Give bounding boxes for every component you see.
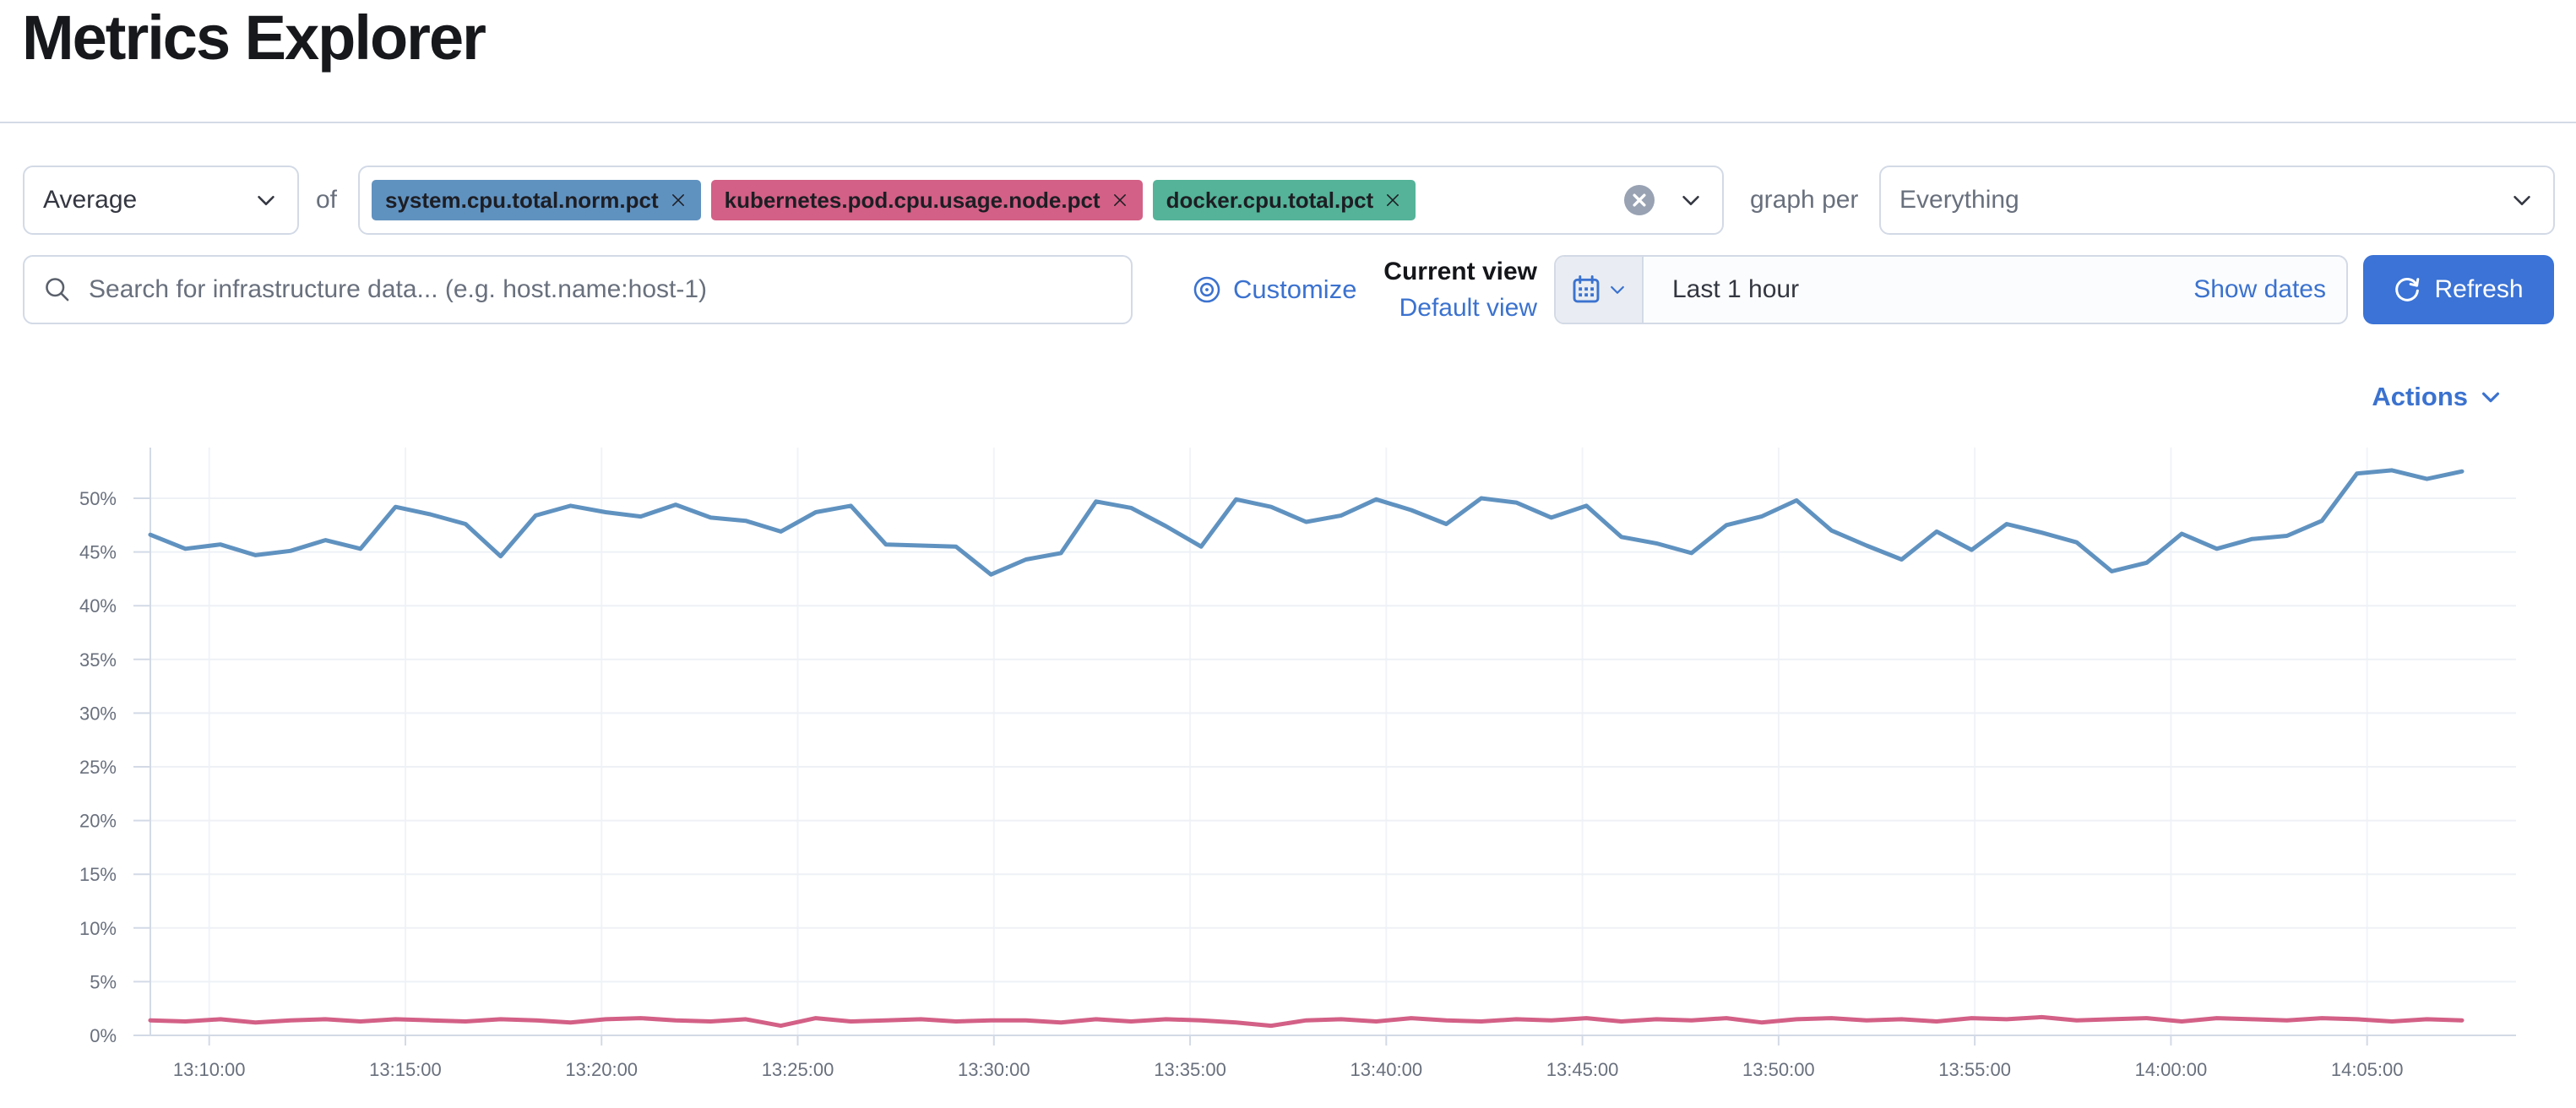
calendar-icon xyxy=(1571,274,1601,305)
date-picker-calendar-button[interactable] xyxy=(1556,257,1644,323)
remove-metric-icon[interactable] xyxy=(669,191,687,209)
clear-circle-icon xyxy=(1624,185,1655,215)
of-label: of xyxy=(316,186,338,214)
search-input[interactable] xyxy=(87,274,1112,305)
svg-text:13:15:00: 13:15:00 xyxy=(369,1059,442,1080)
svg-text:13:40:00: 13:40:00 xyxy=(1350,1059,1422,1080)
aggregation-select[interactable]: Average xyxy=(23,166,299,235)
svg-text:35%: 35% xyxy=(79,649,117,671)
date-picker: Last 1 hour Show dates xyxy=(1554,255,2348,324)
metric-badge-docker-cpu[interactable]: docker.cpu.total.pct xyxy=(1152,180,1416,220)
metric-badge-label: kubernetes.pod.cpu.usage.node.pct xyxy=(724,187,1101,213)
svg-text:13:25:00: 13:25:00 xyxy=(762,1059,834,1080)
actions-label: Actions xyxy=(2372,382,2468,411)
time-range-label: Last 1 hour xyxy=(1672,275,1800,303)
metrics-combo-box[interactable]: system.cpu.total.norm.pct kubernetes.pod… xyxy=(358,166,1724,235)
svg-text:13:30:00: 13:30:00 xyxy=(958,1059,1030,1080)
metric-badge-label: docker.cpu.total.pct xyxy=(1166,187,1374,213)
svg-text:25%: 25% xyxy=(79,757,117,778)
svg-text:15%: 15% xyxy=(79,864,117,885)
metric-badge-kubernetes-pod-cpu[interactable]: kubernetes.pod.cpu.usage.node.pct xyxy=(710,180,1143,220)
clear-metrics-button[interactable] xyxy=(1624,185,1655,215)
header-divider xyxy=(0,122,2576,123)
page-title: Metrics Explorer xyxy=(22,3,486,73)
metrics-chart[interactable]: 13:10:00 13:15:00 13:20:00 13:25:00 13:30:00… xyxy=(0,422,2576,1108)
graph-per-value: Everything xyxy=(1899,186,2019,214)
svg-text:13:35:00: 13:35:00 xyxy=(1154,1059,1226,1080)
remove-metric-icon[interactable] xyxy=(1383,191,1402,209)
svg-text:14:05:00: 14:05:00 xyxy=(2331,1059,2404,1080)
svg-text:40%: 40% xyxy=(79,595,117,616)
refresh-label: Refresh xyxy=(2434,275,2524,303)
svg-text:0%: 0% xyxy=(90,1025,117,1046)
svg-text:30%: 30% xyxy=(79,703,117,724)
svg-text:50%: 50% xyxy=(79,488,117,509)
svg-text:20%: 20% xyxy=(79,811,117,832)
chevron-down-icon xyxy=(1607,280,1628,300)
refresh-icon xyxy=(2394,276,2421,303)
search-icon xyxy=(43,275,72,304)
default-view-link[interactable]: Default view xyxy=(1399,294,1537,322)
svg-text:45%: 45% xyxy=(79,542,117,563)
svg-text:13:10:00: 13:10:00 xyxy=(173,1059,246,1080)
show-dates-button[interactable]: Show dates xyxy=(2193,275,2326,303)
svg-text:14:00:00: 14:00:00 xyxy=(2135,1059,2208,1080)
remove-metric-icon[interactable] xyxy=(1111,191,1129,209)
graph-per-select[interactable]: Everything xyxy=(1879,166,2555,235)
chevron-down-icon[interactable] xyxy=(1678,187,1704,213)
graph-per-label: graph per xyxy=(1750,186,1859,214)
svg-text:13:55:00: 13:55:00 xyxy=(1938,1059,2011,1080)
svg-text:13:45:00: 13:45:00 xyxy=(1546,1059,1619,1080)
customize-icon xyxy=(1193,275,1221,304)
svg-text:5%: 5% xyxy=(90,971,117,992)
metrics-chart-svg[interactable]: 13:10:00 13:15:00 13:20:00 13:25:00 13:30:00… xyxy=(0,422,2576,1108)
chevron-down-icon xyxy=(2478,384,2503,410)
svg-text:10%: 10% xyxy=(79,918,117,939)
view-selector: Current view Default view xyxy=(1318,253,1537,326)
customize-button[interactable]: Customize xyxy=(1193,255,1356,324)
search-box[interactable] xyxy=(23,255,1133,324)
aggregation-value: Average xyxy=(43,186,138,214)
svg-text:13:20:00: 13:20:00 xyxy=(565,1059,638,1080)
chevron-down-icon xyxy=(253,187,279,213)
svg-text:13:50:00: 13:50:00 xyxy=(1742,1059,1815,1080)
actions-menu-button[interactable]: Actions xyxy=(2372,382,2503,412)
metric-badge-system-cpu[interactable]: system.cpu.total.norm.pct xyxy=(372,180,701,220)
customize-label: Customize xyxy=(1233,274,1357,304)
refresh-button[interactable]: Refresh xyxy=(2363,255,2554,324)
metric-badge-label: system.cpu.total.norm.pct xyxy=(385,187,659,213)
chevron-down-icon xyxy=(2509,187,2535,213)
current-view-label: Current view xyxy=(1383,258,1537,285)
date-range-display[interactable]: Last 1 hour Show dates xyxy=(1644,257,2346,323)
